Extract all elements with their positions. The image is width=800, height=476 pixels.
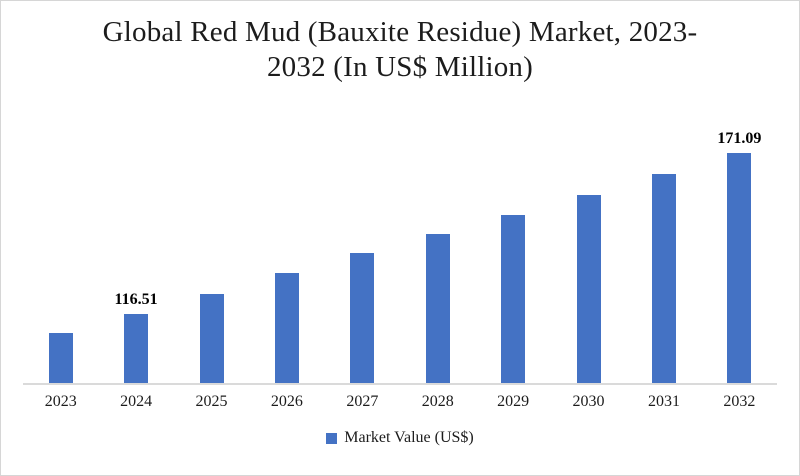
bar-slot: 171.09: [702, 121, 777, 383]
chart-title: Global Red Mud (Bauxite Residue) Market,…: [102, 16, 698, 83]
bar: [274, 273, 299, 383]
bar: [350, 253, 375, 383]
bar-slot: [174, 121, 249, 383]
plot-area: 116.51 171.09: [23, 121, 777, 385]
bar: [124, 313, 149, 383]
bar: [199, 293, 224, 383]
x-tick-label: 2025: [195, 393, 228, 410]
x-tick-label: 2024: [120, 393, 153, 410]
bar-slot: [626, 121, 701, 383]
x-tick-label: 2026: [270, 393, 303, 410]
bar-slot: [475, 121, 550, 383]
bar: [425, 234, 450, 383]
bar-slot: [551, 121, 626, 383]
legend-swatch-icon: [326, 432, 338, 444]
bar: [727, 153, 752, 383]
x-tick-label: 2032: [723, 393, 756, 410]
x-tick-label: 2023: [44, 393, 77, 410]
bar-slot: [400, 121, 475, 383]
x-tick-label: 2028: [421, 393, 454, 410]
x-tick-label: 2029: [497, 393, 530, 410]
bar-slot: [249, 121, 324, 383]
bar-slot: [23, 121, 98, 383]
bar-slot: [325, 121, 400, 383]
bar: [48, 332, 73, 383]
bar-value-label: 171.09: [717, 130, 762, 148]
x-axis: 2023 2024 2025 2026 2027 2028 2029 2030 2031 2032: [23, 385, 777, 411]
x-tick-label: 2030: [572, 393, 605, 410]
x-tick-label: 2027: [346, 393, 379, 410]
bar-slot: 116.51: [98, 121, 173, 383]
bar: [501, 214, 526, 383]
bar-value-label: 116.51: [114, 290, 158, 308]
legend: Market Value (US$): [1, 429, 799, 447]
bar: [651, 174, 676, 383]
x-tick-label: 2031: [647, 393, 680, 410]
legend-label: Market Value (US$): [344, 429, 474, 446]
bar: [576, 194, 601, 383]
